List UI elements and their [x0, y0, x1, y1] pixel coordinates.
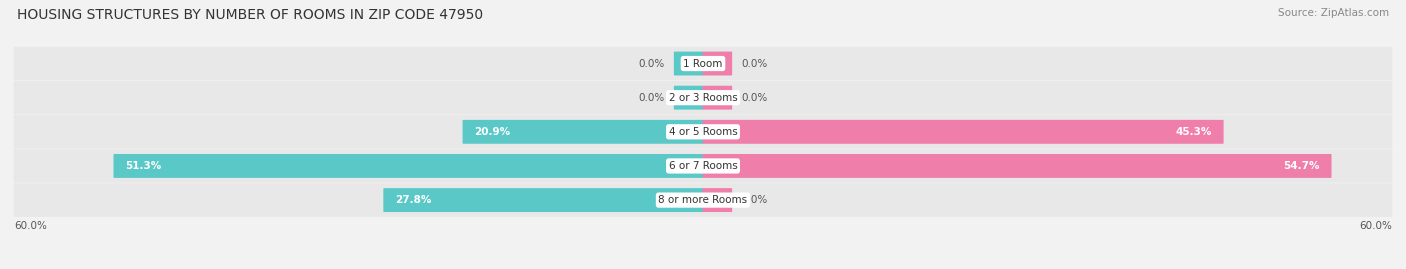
Text: 60.0%: 60.0% — [1360, 221, 1392, 231]
FancyBboxPatch shape — [114, 154, 703, 178]
FancyBboxPatch shape — [703, 154, 1331, 178]
Text: 60.0%: 60.0% — [14, 221, 46, 231]
Text: 27.8%: 27.8% — [395, 195, 432, 205]
Text: 0.0%: 0.0% — [741, 59, 768, 69]
Text: Source: ZipAtlas.com: Source: ZipAtlas.com — [1278, 8, 1389, 18]
Text: 51.3%: 51.3% — [125, 161, 162, 171]
FancyBboxPatch shape — [673, 52, 703, 76]
Text: 0.0%: 0.0% — [638, 59, 665, 69]
FancyBboxPatch shape — [463, 120, 703, 144]
Text: 0.0%: 0.0% — [638, 93, 665, 103]
Text: 54.7%: 54.7% — [1284, 161, 1320, 171]
Text: 8 or more Rooms: 8 or more Rooms — [658, 195, 748, 205]
FancyBboxPatch shape — [703, 188, 733, 212]
FancyBboxPatch shape — [14, 81, 1392, 114]
FancyBboxPatch shape — [703, 120, 1223, 144]
Text: HOUSING STRUCTURES BY NUMBER OF ROOMS IN ZIP CODE 47950: HOUSING STRUCTURES BY NUMBER OF ROOMS IN… — [17, 8, 484, 22]
FancyBboxPatch shape — [703, 86, 733, 110]
FancyBboxPatch shape — [14, 47, 1392, 80]
Text: 6 or 7 Rooms: 6 or 7 Rooms — [669, 161, 737, 171]
Text: 2 or 3 Rooms: 2 or 3 Rooms — [669, 93, 737, 103]
Text: 0.0%: 0.0% — [741, 195, 768, 205]
FancyBboxPatch shape — [14, 149, 1392, 183]
FancyBboxPatch shape — [673, 86, 703, 110]
FancyBboxPatch shape — [14, 115, 1392, 148]
Text: 45.3%: 45.3% — [1175, 127, 1212, 137]
Text: 1 Room: 1 Room — [683, 59, 723, 69]
FancyBboxPatch shape — [384, 188, 703, 212]
FancyBboxPatch shape — [14, 183, 1392, 217]
Text: 20.9%: 20.9% — [474, 127, 510, 137]
Text: 4 or 5 Rooms: 4 or 5 Rooms — [669, 127, 737, 137]
Text: 0.0%: 0.0% — [741, 93, 768, 103]
FancyBboxPatch shape — [703, 52, 733, 76]
